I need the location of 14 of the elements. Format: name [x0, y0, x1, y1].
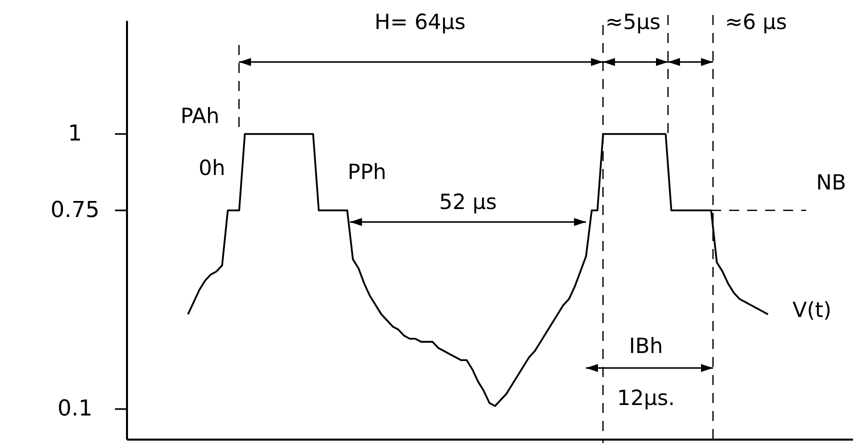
text: V(t)	[792, 298, 832, 322]
annotation: 52 µs	[439, 190, 497, 214]
annotation: ≈6 µs	[725, 10, 787, 34]
annotation: 0h	[198, 156, 226, 180]
y-tick-label: 0.75	[50, 198, 100, 223]
annotation: 12µs.	[617, 386, 675, 410]
annotation: IBh	[629, 334, 663, 358]
ref-line-label: NB	[816, 170, 846, 194]
y-tick-label: 1	[68, 121, 82, 146]
annotation: PPh	[348, 160, 386, 184]
annotation: H= 64µs	[374, 10, 466, 34]
annotation: ≈5µs	[605, 10, 661, 34]
y-tick-label: 0.1	[58, 396, 92, 422]
annotation: PAh	[180, 104, 220, 128]
